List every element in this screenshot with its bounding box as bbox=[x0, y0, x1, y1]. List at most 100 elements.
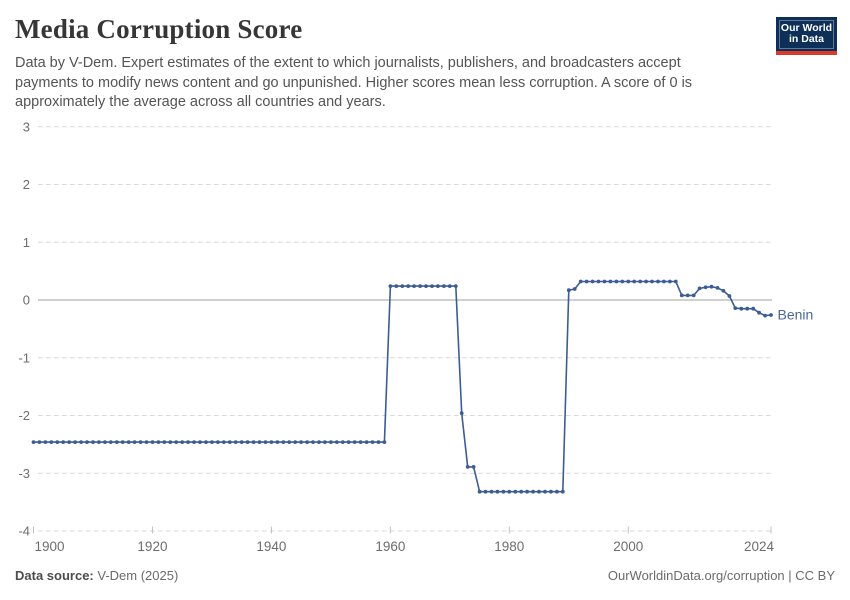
benin-point-1922[interactable] bbox=[162, 440, 167, 444]
benin-point-1939[interactable] bbox=[263, 440, 268, 444]
benin-point-1944[interactable] bbox=[293, 440, 298, 444]
attribution-link[interactable]: OurWorldinData.org/corruption | CC BY bbox=[607, 568, 835, 583]
benin-point-1917[interactable] bbox=[132, 440, 137, 444]
benin-point-1925[interactable] bbox=[180, 440, 185, 444]
benin-point-1981[interactable] bbox=[513, 489, 518, 494]
benin-point-2018[interactable] bbox=[733, 306, 738, 310]
benin-point-2016[interactable] bbox=[721, 288, 726, 293]
benin-point-1956[interactable] bbox=[364, 440, 369, 444]
benin-point-2009[interactable] bbox=[679, 293, 684, 298]
benin-point-1959[interactable] bbox=[382, 440, 387, 444]
benin-point-1941[interactable] bbox=[275, 440, 280, 444]
benin-point-1949[interactable] bbox=[323, 440, 327, 444]
benin-point-1924[interactable] bbox=[174, 440, 179, 444]
benin-point-1995[interactable] bbox=[596, 279, 601, 284]
benin-point-1984[interactable] bbox=[531, 489, 535, 494]
benin-point-1999[interactable] bbox=[620, 279, 625, 284]
benin-point-1950[interactable] bbox=[329, 440, 333, 444]
benin-point-1911[interactable] bbox=[97, 440, 101, 444]
benin-point-1901[interactable] bbox=[37, 440, 42, 444]
benin-point-1969[interactable] bbox=[442, 284, 446, 288]
benin-point-1961[interactable] bbox=[394, 284, 399, 288]
benin-point-1957[interactable] bbox=[370, 440, 375, 444]
benin-point-1967[interactable] bbox=[430, 284, 434, 288]
benin-point-1960[interactable] bbox=[388, 284, 393, 288]
benin-point-2021[interactable] bbox=[751, 306, 756, 311]
benin-point-1942[interactable] bbox=[281, 440, 286, 444]
benin-point-2020[interactable] bbox=[745, 306, 750, 311]
benin-point-1934[interactable] bbox=[233, 440, 238, 444]
benin-point-1988[interactable] bbox=[555, 489, 559, 494]
benin-point-1923[interactable] bbox=[168, 440, 173, 444]
benin-point-1900[interactable] bbox=[31, 440, 36, 444]
benin-point-1974[interactable] bbox=[471, 465, 476, 469]
benin-point-1903[interactable] bbox=[49, 440, 54, 444]
benin-point-1947[interactable] bbox=[311, 440, 315, 444]
benin-point-2008[interactable] bbox=[673, 279, 678, 284]
benin-point-2013[interactable] bbox=[703, 285, 708, 290]
benin-point-2005[interactable] bbox=[656, 279, 660, 284]
benin-point-1998[interactable] bbox=[614, 279, 619, 284]
benin-point-1931[interactable] bbox=[216, 440, 220, 444]
benin-point-1910[interactable] bbox=[91, 440, 95, 444]
benin-point-1915[interactable] bbox=[120, 440, 125, 444]
benin-point-2019[interactable] bbox=[739, 306, 744, 311]
benin-point-1964[interactable] bbox=[412, 284, 416, 288]
benin-point-1916[interactable] bbox=[126, 440, 131, 444]
benin-point-1938[interactable] bbox=[257, 440, 262, 444]
benin-point-1933[interactable] bbox=[227, 440, 232, 444]
benin-point-2006[interactable] bbox=[662, 279, 666, 284]
benin-point-2023[interactable] bbox=[763, 313, 767, 318]
benin-point-1996[interactable] bbox=[602, 279, 607, 284]
benin-point-1904[interactable] bbox=[55, 440, 60, 444]
benin-point-1937[interactable] bbox=[251, 440, 256, 444]
benin-point-1946[interactable] bbox=[305, 440, 309, 444]
benin-point-2000[interactable] bbox=[626, 279, 631, 284]
benin-point-1930[interactable] bbox=[210, 440, 214, 444]
benin-point-1965[interactable] bbox=[418, 284, 422, 288]
benin-point-1955[interactable] bbox=[358, 440, 363, 444]
benin-point-1929[interactable] bbox=[204, 440, 208, 444]
benin-point-1914[interactable] bbox=[114, 440, 119, 444]
benin-point-2022[interactable] bbox=[757, 310, 761, 315]
benin-point-1926[interactable] bbox=[186, 440, 191, 444]
benin-point-1990[interactable] bbox=[566, 288, 571, 293]
benin-point-1987[interactable] bbox=[549, 489, 553, 494]
entity-label-benin[interactable]: Benin bbox=[778, 307, 814, 323]
benin-point-1919[interactable] bbox=[144, 440, 149, 444]
benin-point-1954[interactable] bbox=[352, 440, 357, 444]
benin-point-1906[interactable] bbox=[67, 440, 72, 444]
benin-point-1975[interactable] bbox=[477, 489, 482, 494]
benin-point-1952[interactable] bbox=[340, 440, 345, 444]
benin-point-1985[interactable] bbox=[537, 489, 541, 494]
benin-point-2014[interactable] bbox=[709, 284, 714, 289]
benin-point-1902[interactable] bbox=[43, 440, 48, 444]
benin-point-1966[interactable] bbox=[424, 284, 428, 288]
benin-point-1963[interactable] bbox=[406, 284, 411, 288]
benin-point-1940[interactable] bbox=[269, 440, 274, 444]
benin-point-1909[interactable] bbox=[85, 440, 89, 444]
benin-point-2024[interactable] bbox=[769, 313, 773, 317]
benin-point-2015[interactable] bbox=[715, 286, 720, 290]
benin-point-1979[interactable] bbox=[501, 489, 506, 494]
benin-point-1958[interactable] bbox=[376, 440, 381, 444]
benin-point-1991[interactable] bbox=[572, 287, 577, 291]
benin-point-2012[interactable] bbox=[697, 286, 702, 291]
benin-point-1913[interactable] bbox=[108, 440, 113, 444]
benin-point-1994[interactable] bbox=[590, 279, 595, 284]
benin-point-1920[interactable] bbox=[150, 440, 155, 444]
benin-point-1962[interactable] bbox=[400, 284, 405, 288]
benin-point-2003[interactable] bbox=[644, 279, 648, 284]
benin-point-1970[interactable] bbox=[447, 284, 452, 288]
benin-point-1907[interactable] bbox=[73, 440, 77, 444]
benin-point-1983[interactable] bbox=[525, 489, 529, 494]
owid-logo[interactable]: Our World in Data bbox=[776, 17, 837, 55]
benin-point-1992[interactable] bbox=[578, 279, 583, 284]
benin-point-1912[interactable] bbox=[103, 440, 107, 444]
benin-point-1976[interactable] bbox=[483, 489, 488, 494]
benin-line[interactable] bbox=[32, 280, 772, 493]
benin-point-1908[interactable] bbox=[79, 440, 83, 444]
benin-point-1980[interactable] bbox=[507, 489, 512, 494]
benin-point-2001[interactable] bbox=[632, 279, 637, 284]
benin-point-1973[interactable] bbox=[465, 465, 470, 469]
